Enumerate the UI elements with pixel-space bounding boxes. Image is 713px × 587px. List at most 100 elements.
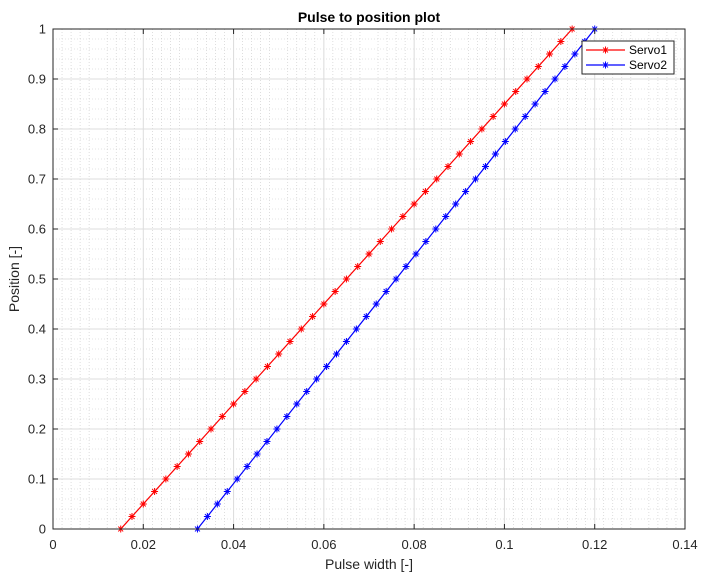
data-point <box>602 61 609 69</box>
series-servo2 <box>193 25 599 533</box>
data-point <box>501 138 509 145</box>
data-point <box>561 63 569 70</box>
data-point <box>521 113 529 120</box>
x-tick-label: 0.1 <box>495 537 513 552</box>
data-point <box>412 250 420 258</box>
y-tick-label: 0.4 <box>28 322 46 337</box>
data-point <box>376 238 384 245</box>
data-point <box>455 150 463 158</box>
y-tick-label: 0.5 <box>28 272 46 287</box>
legend-item-servo2: Servo2 <box>586 58 667 72</box>
data-point <box>467 138 475 145</box>
data-point <box>243 463 251 470</box>
data-point <box>491 150 499 158</box>
data-point <box>313 375 321 383</box>
data-point <box>534 63 542 70</box>
data-point <box>223 488 231 495</box>
data-point <box>541 88 549 95</box>
y-axis-title: Position [-] <box>6 246 22 312</box>
data-point <box>203 513 211 520</box>
data-point <box>551 75 559 83</box>
data-point <box>263 363 271 370</box>
legend-box <box>581 40 675 75</box>
data-point <box>233 475 241 483</box>
data-point <box>151 488 159 495</box>
data-point <box>546 50 554 58</box>
data-point <box>241 388 249 395</box>
x-axis-ticks: 0 0.02 0.04 0.06 0.08 0.1 0.12 0.14 <box>49 29 698 552</box>
data-point <box>309 313 317 320</box>
data-point <box>433 175 441 183</box>
data-point <box>297 325 305 333</box>
legend-label: Servo2 <box>629 58 667 72</box>
data-point <box>372 300 380 308</box>
data-point <box>489 113 497 120</box>
data-point <box>253 450 261 458</box>
data-point <box>422 238 430 245</box>
data-point <box>432 225 440 233</box>
x-tick-label: 0.04 <box>221 537 246 552</box>
data-point <box>342 338 350 345</box>
data-point <box>207 425 215 433</box>
data-point <box>512 88 520 95</box>
y-tick-label: 0.6 <box>28 222 46 237</box>
y-tick-label: 0.9 <box>28 72 46 87</box>
chart-title: Pulse to position plot <box>298 9 441 25</box>
y-tick-label: 1 <box>39 22 46 37</box>
data-point <box>362 313 370 320</box>
data-point <box>462 188 470 195</box>
x-tick-label: 0.12 <box>582 537 607 552</box>
x-tick-label: 0.14 <box>672 537 697 552</box>
data-point <box>252 375 260 383</box>
data-point <box>410 200 418 208</box>
data-point <box>184 450 192 458</box>
data-point <box>478 125 486 133</box>
data-point <box>273 425 281 433</box>
data-point <box>365 250 373 258</box>
data-point <box>571 50 579 58</box>
y-tick-label: 0 <box>39 522 46 537</box>
data-point <box>354 263 362 270</box>
y-tick-label: 0.8 <box>28 122 46 137</box>
data-point <box>293 400 301 408</box>
data-point <box>557 38 565 45</box>
data-point <box>442 213 450 220</box>
data-point <box>128 513 136 520</box>
y-tick-label: 0.3 <box>28 372 46 387</box>
data-point <box>382 288 390 295</box>
data-point <box>511 125 519 133</box>
data-point <box>421 188 429 195</box>
series-layer <box>117 25 599 533</box>
y-tick-label: 0.1 <box>28 472 46 487</box>
data-point <box>444 163 452 170</box>
data-point <box>323 363 331 370</box>
y-tick-label: 0.2 <box>28 422 46 437</box>
data-point <box>320 300 328 308</box>
data-point <box>331 288 339 295</box>
y-axis-ticks: 0 0.1 0.2 0.3 0.4 0.5 0.6 0.7 0.8 0.9 1 <box>28 22 685 537</box>
data-point <box>303 388 311 395</box>
series-servo1 <box>117 25 576 533</box>
data-point <box>173 463 181 470</box>
x-tick-label: 0.08 <box>401 537 426 552</box>
data-point <box>139 500 147 508</box>
legend-label: Servo1 <box>629 43 667 57</box>
data-point <box>523 75 531 83</box>
data-point <box>162 475 170 483</box>
x-tick-label: 0.06 <box>311 537 336 552</box>
data-point <box>218 413 226 420</box>
data-point <box>213 500 221 508</box>
data-point <box>481 163 489 170</box>
data-point <box>275 350 283 358</box>
data-point <box>342 275 350 283</box>
data-point <box>399 213 407 220</box>
data-point <box>230 400 238 408</box>
data-point <box>500 100 508 108</box>
data-point <box>452 200 460 208</box>
data-point <box>352 325 360 333</box>
data-point <box>388 225 396 233</box>
data-point <box>472 175 480 183</box>
legend-item-servo1: Servo1 <box>586 43 667 57</box>
